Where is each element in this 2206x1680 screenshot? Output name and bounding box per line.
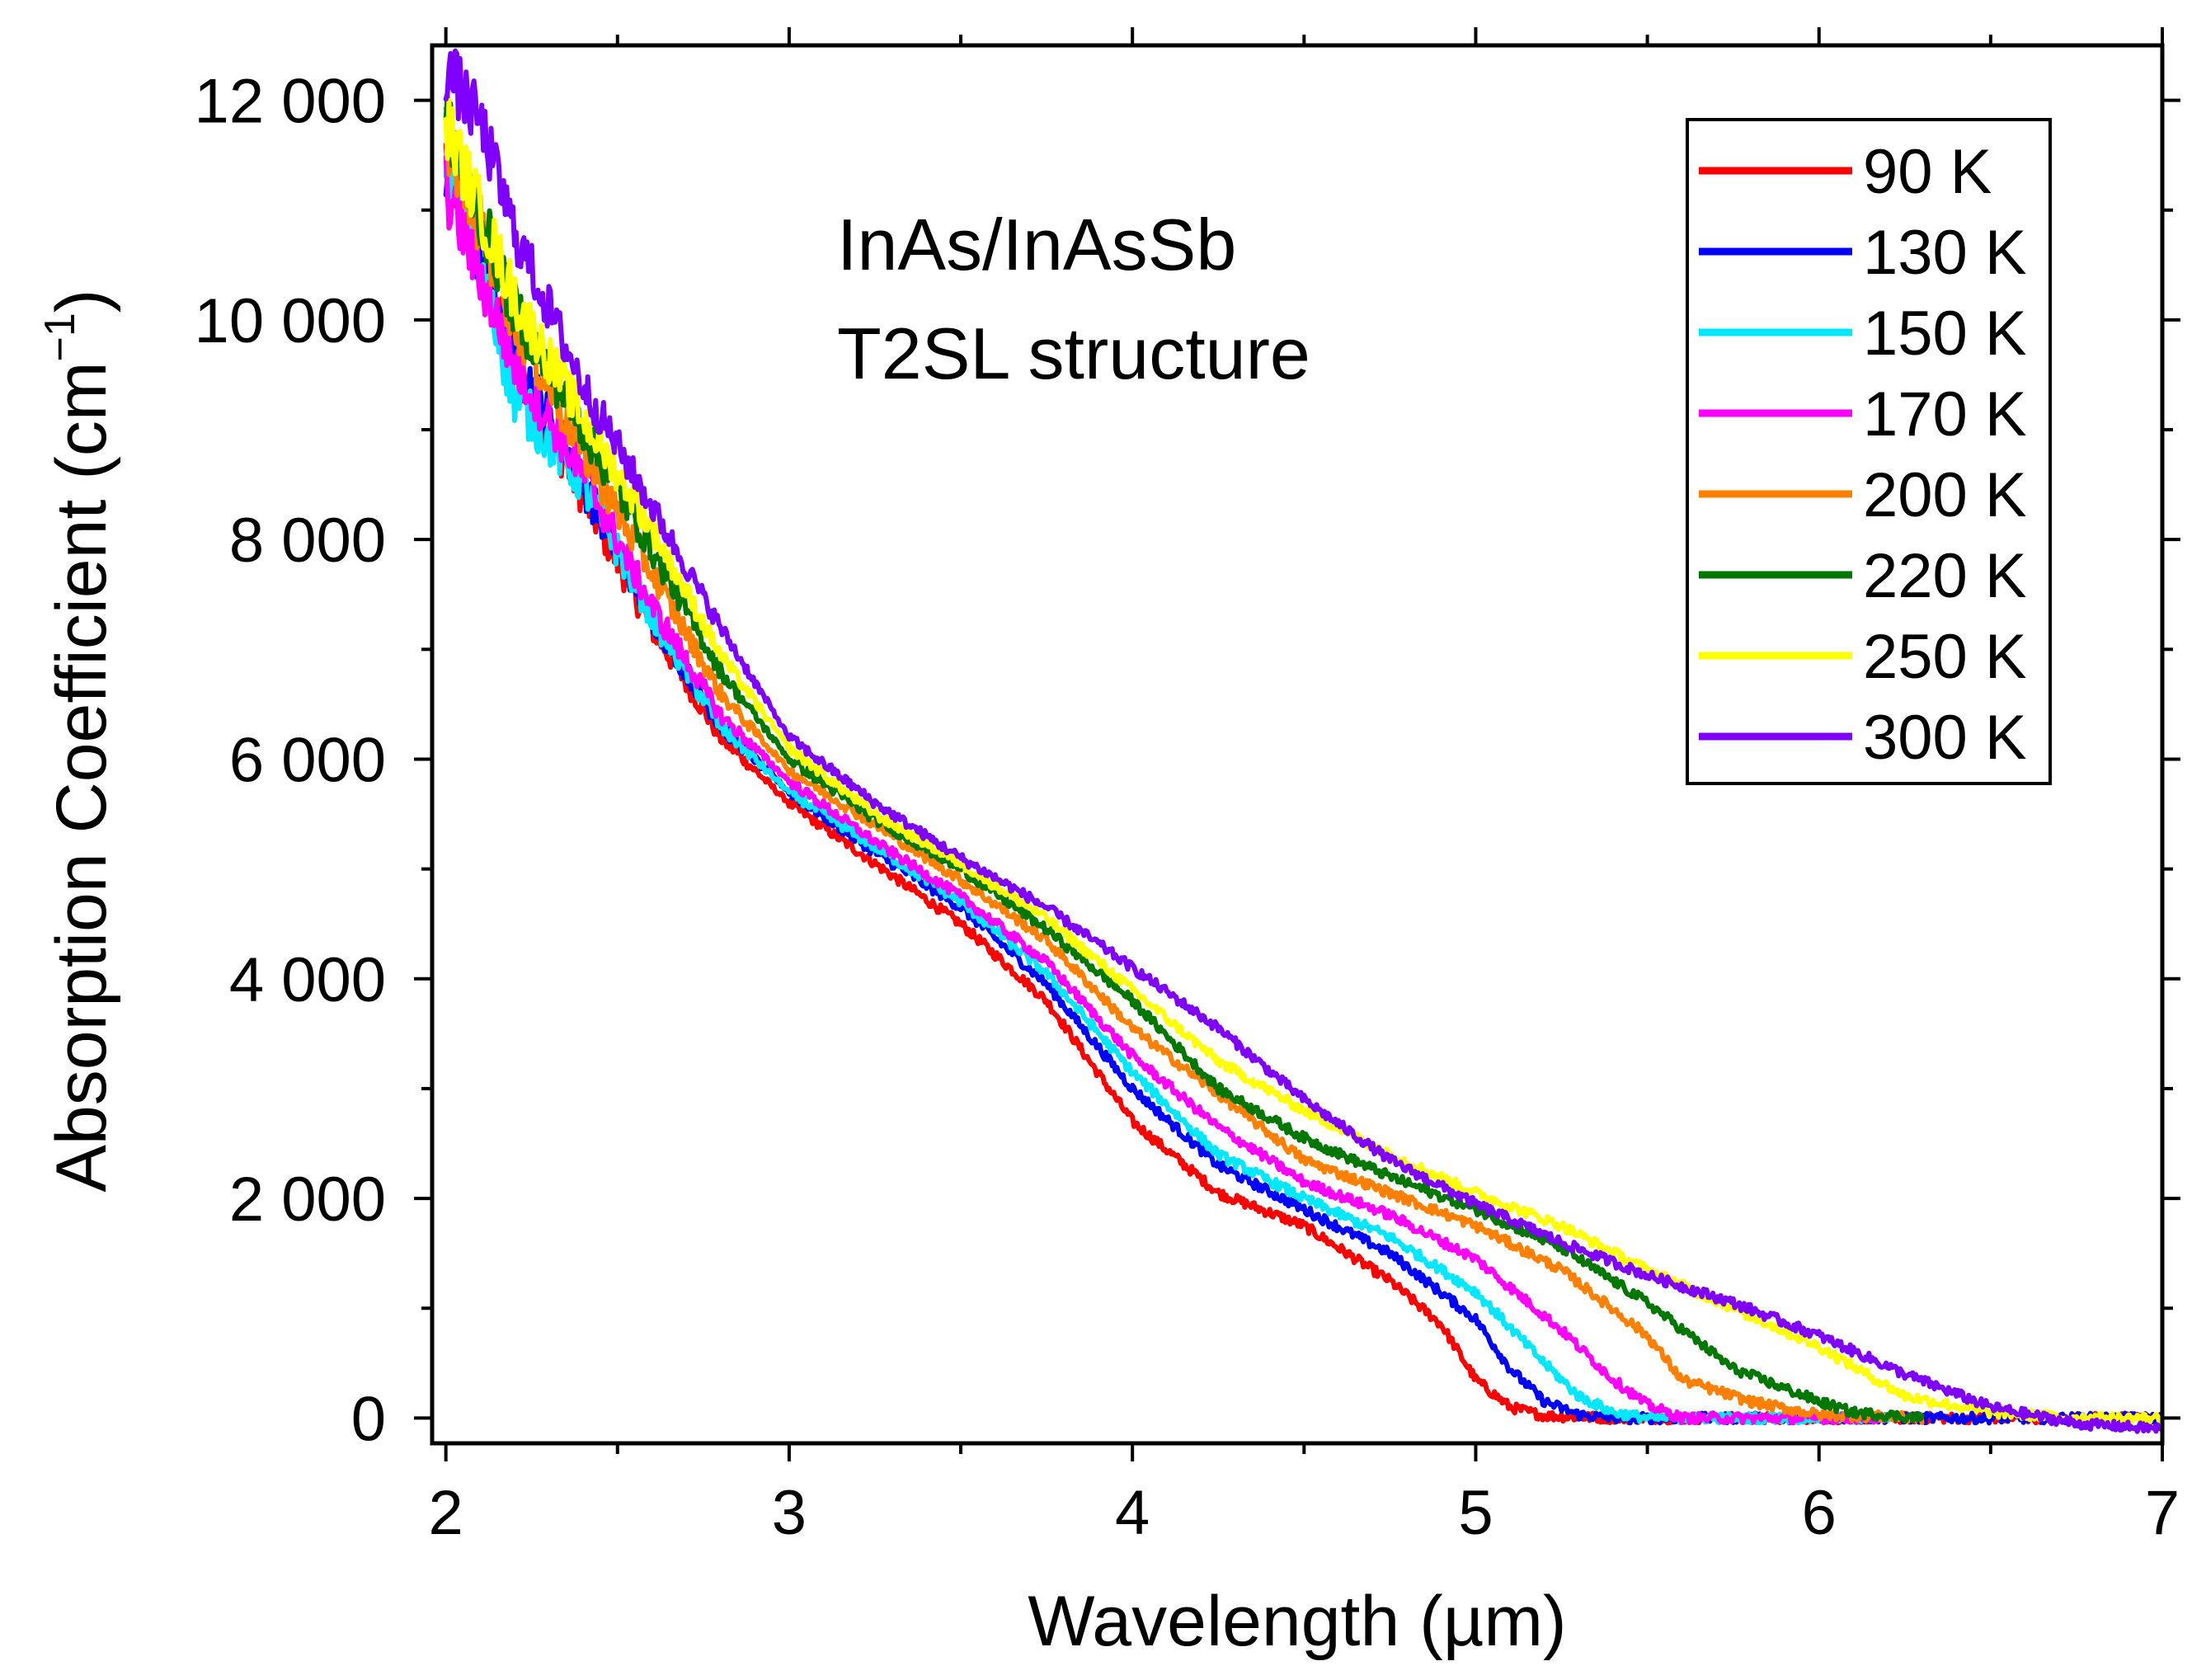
legend-label: 200 K: [1863, 460, 2027, 530]
series-layer: [443, 48, 2162, 1434]
series-line-250k: [443, 97, 2162, 1426]
y-axis-label-main: Absorption Coefficient (cm: [42, 361, 121, 1192]
legend: 90 K 130 K 150 K 170 K 200 K 220 K 250 K 300 K: [1686, 118, 2052, 785]
plot-frame: [430, 43, 2165, 1446]
legend-label: 250 K: [1863, 622, 2027, 692]
legend-label: 130 K: [1863, 218, 2027, 288]
y-axis-label-sup: −1: [36, 313, 84, 361]
x-axis-label: Wavelength (µm): [1028, 1582, 1566, 1661]
x-tick-label: 6: [1802, 1478, 1837, 1548]
series-line-200k: [443, 106, 1925, 1425]
y-tick-label: 8 000: [229, 506, 386, 576]
x-tick-label: 4: [1115, 1478, 1150, 1548]
y-tick-label: 0: [351, 1384, 386, 1454]
legend-label: 150 K: [1863, 299, 2027, 369]
series-line-300k: [443, 48, 2162, 1434]
y-tick-label: 6 000: [229, 725, 386, 795]
legend-label: 170 K: [1863, 379, 2027, 449]
legend-label: 90 K: [1863, 137, 1992, 207]
y-tick-label: 2 000: [229, 1165, 386, 1235]
y-axis-label: Absorption Coefficient (cm−1): [36, 289, 121, 1193]
series-line-220k: [443, 93, 1925, 1424]
legend-label: 300 K: [1863, 703, 2027, 773]
x-tick-label: 2: [429, 1478, 463, 1548]
y-tick-label: 10 000: [195, 286, 386, 356]
legend-box: [1686, 118, 2052, 785]
x-tick-label: 3: [772, 1478, 807, 1548]
legend-label: 220 K: [1863, 541, 2027, 611]
y-tick-label: 4 000: [229, 945, 386, 1015]
x-tick-label: 7: [2145, 1478, 2180, 1548]
series-line-170k: [443, 154, 1890, 1426]
y-axis-label-close: ): [42, 289, 121, 313]
annotation-line-1: InAs/InAsSb: [837, 204, 1236, 285]
y-tick-label: 12 000: [195, 67, 386, 137]
x-tick-label: 5: [1458, 1478, 1493, 1548]
annotation-line-2: T2SL structure: [837, 313, 1310, 394]
tick-layer: 2 3 4 5 6 7 0 2 000 4 000 6 000 8 000 10 000 12 000: [195, 27, 2180, 1548]
